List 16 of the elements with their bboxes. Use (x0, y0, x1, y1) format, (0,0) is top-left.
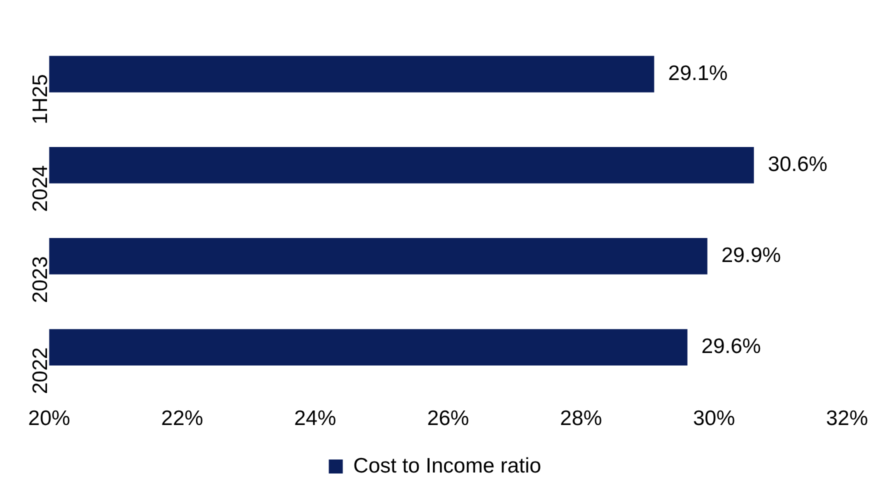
data-label: 29.9% (721, 244, 781, 268)
y-tick-label: 2022 (28, 347, 52, 394)
x-tick-label: 28% (560, 407, 602, 430)
legend-label: Cost to Income ratio (353, 454, 542, 478)
data-label: 29.6% (701, 335, 761, 358)
x-tick-label: 22% (161, 407, 204, 430)
x-tick-label: 32% (826, 407, 868, 430)
x-tick-label: 26% (427, 407, 470, 430)
y-tick-label: 2023 (28, 256, 52, 303)
data-label: 30.6% (768, 152, 828, 176)
y-tick-label: 1H25 (28, 74, 52, 124)
x-tick-label: 20% (28, 407, 70, 430)
x-tick-label: 30% (693, 407, 736, 430)
data-label: 29.1% (668, 62, 728, 85)
x-tick-label: 24% (294, 407, 336, 430)
y-tick-label: 2024 (28, 164, 52, 212)
